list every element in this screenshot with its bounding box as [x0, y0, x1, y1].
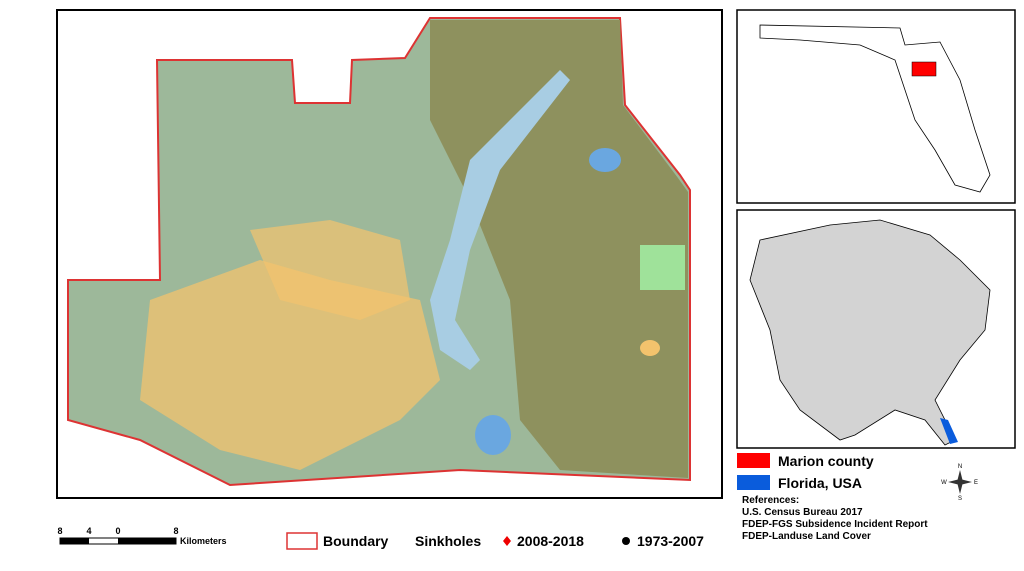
- compass-n: N: [958, 464, 962, 470]
- marion-label: Marion county: [778, 453, 874, 469]
- compass-w: W: [941, 480, 947, 486]
- older-label: 1973-2007: [637, 533, 704, 549]
- county-map: [67, 17, 691, 487]
- reference: U.S. Census Bureau 2017: [742, 507, 863, 518]
- urban-area: [640, 340, 660, 356]
- scale-bar: 8 4 0 8 Kilometers: [57, 526, 226, 546]
- scale-tick: 0: [115, 526, 120, 536]
- older-swatch: [622, 537, 630, 545]
- marion-swatch: [737, 453, 770, 468]
- recent-label: 2008-2018: [517, 533, 584, 549]
- compass: N S E W: [941, 464, 978, 502]
- river: [430, 70, 570, 370]
- compass-e: E: [974, 480, 978, 486]
- scale-unit: Kilometers: [180, 536, 227, 546]
- reference: FDEP-FGS Subsidence Incident Report: [742, 519, 928, 530]
- scale-seg: [118, 538, 176, 544]
- references: References: U.S. Census Bureau 2017 FDEP…: [742, 495, 928, 542]
- florida-swatch: [737, 475, 770, 490]
- scale-seg: [60, 538, 89, 544]
- wetland: [640, 245, 685, 290]
- boundary-label: Boundary: [323, 533, 389, 549]
- florida-label: Florida, USA: [778, 475, 862, 491]
- reference: FDEP-Landuse Land Cover: [742, 531, 871, 542]
- urban-area: [250, 220, 410, 320]
- scale-tick: 8: [173, 526, 178, 536]
- lake: [475, 415, 511, 455]
- marion-county: [911, 61, 937, 77]
- forest-area: [430, 20, 688, 478]
- recent-swatch: [503, 536, 511, 546]
- scale-tick: 4: [86, 526, 91, 536]
- scale-tick: 8: [57, 526, 62, 536]
- references-title: References:: [742, 495, 799, 506]
- compass-s: S: [958, 496, 962, 502]
- boundary-swatch: [286, 532, 318, 550]
- sinkholes-label: Sinkholes: [415, 533, 481, 549]
- compass-rose: [948, 470, 972, 494]
- florida-highlight: [940, 418, 958, 444]
- lake: [589, 148, 621, 172]
